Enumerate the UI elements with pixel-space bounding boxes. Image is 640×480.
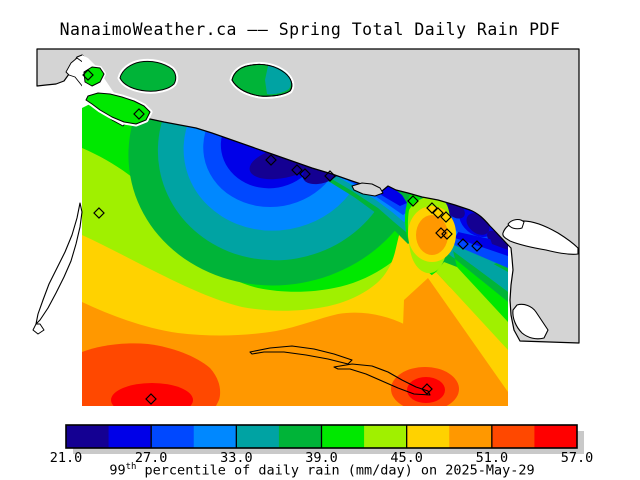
colorbar-segment <box>278 425 322 448</box>
peninsula-fork <box>32 323 45 335</box>
island-protection <box>229 61 295 99</box>
colorbar-tick-label: 45.0 <box>390 450 423 466</box>
land-masses <box>32 48 580 396</box>
station-marker <box>324 170 336 182</box>
station-marker <box>421 383 433 395</box>
caption-text: percentile of daily rain (mm/day) on 202… <box>136 462 535 479</box>
colorbar-segment <box>151 425 195 448</box>
station-marker <box>299 168 311 180</box>
station-marker <box>471 240 483 252</box>
island-newcastle <box>117 58 179 94</box>
peninsula-outline <box>35 202 83 325</box>
colorbar-segment <box>534 425 578 448</box>
colorbar-tick-label: 33.0 <box>220 450 253 466</box>
station-marker <box>133 108 145 120</box>
island-outline-south <box>333 363 431 396</box>
island-gabriola-tip <box>507 219 525 230</box>
caption-superscript: th <box>125 462 137 472</box>
station-marker <box>265 154 277 166</box>
colorbar-segment <box>364 425 408 448</box>
colorbar-segment <box>66 425 110 448</box>
station-markers <box>82 69 483 405</box>
station-marker <box>426 202 438 214</box>
colorbar: 21.0 27.0 33.0 39.0 45.0 51.0 57.0 <box>50 424 594 466</box>
colorbar-segment <box>406 425 450 448</box>
colorbar-segment <box>321 425 365 448</box>
coastal-spit <box>351 182 384 197</box>
station-marker <box>432 207 444 219</box>
station-marker <box>440 211 452 223</box>
colorbar-segment <box>236 425 280 448</box>
island-outline-lasqueti <box>249 345 353 365</box>
station-marker <box>407 195 419 207</box>
station-marker <box>93 207 105 219</box>
island-small <box>82 65 106 88</box>
coastal-strip <box>83 90 153 127</box>
colorbar-segment <box>108 425 152 448</box>
station-marker <box>457 238 469 250</box>
colorbar-segment <box>193 425 237 448</box>
caption-number: 99 <box>109 462 126 479</box>
station-marker <box>291 164 303 176</box>
bay-pocket <box>512 303 549 340</box>
colorbar-tick-label: 51.0 <box>476 450 509 466</box>
station-marker <box>82 69 94 81</box>
colorbar-ticks <box>150 425 493 448</box>
colorbar-tick-label: 39.0 <box>305 450 338 466</box>
colorbar-tick-label: 27.0 <box>135 450 168 466</box>
colorbar-segment <box>491 425 535 448</box>
colorbar-segments <box>66 425 578 448</box>
colorbar-tick-label: 57.0 <box>561 450 594 466</box>
colorbar-tick-label: 21.0 <box>50 450 83 466</box>
colorbar-tick-labels: 21.0 27.0 33.0 39.0 45.0 51.0 57.0 <box>50 450 594 466</box>
colorbar-caption: 99th percentile of daily rain (mm/day) o… <box>0 462 640 479</box>
plot-title: NanaimoWeather.ca —— Spring Total Daily … <box>59 20 561 39</box>
colorbar-segment <box>449 425 493 448</box>
station-marker <box>441 228 453 240</box>
station-marker <box>145 393 157 405</box>
